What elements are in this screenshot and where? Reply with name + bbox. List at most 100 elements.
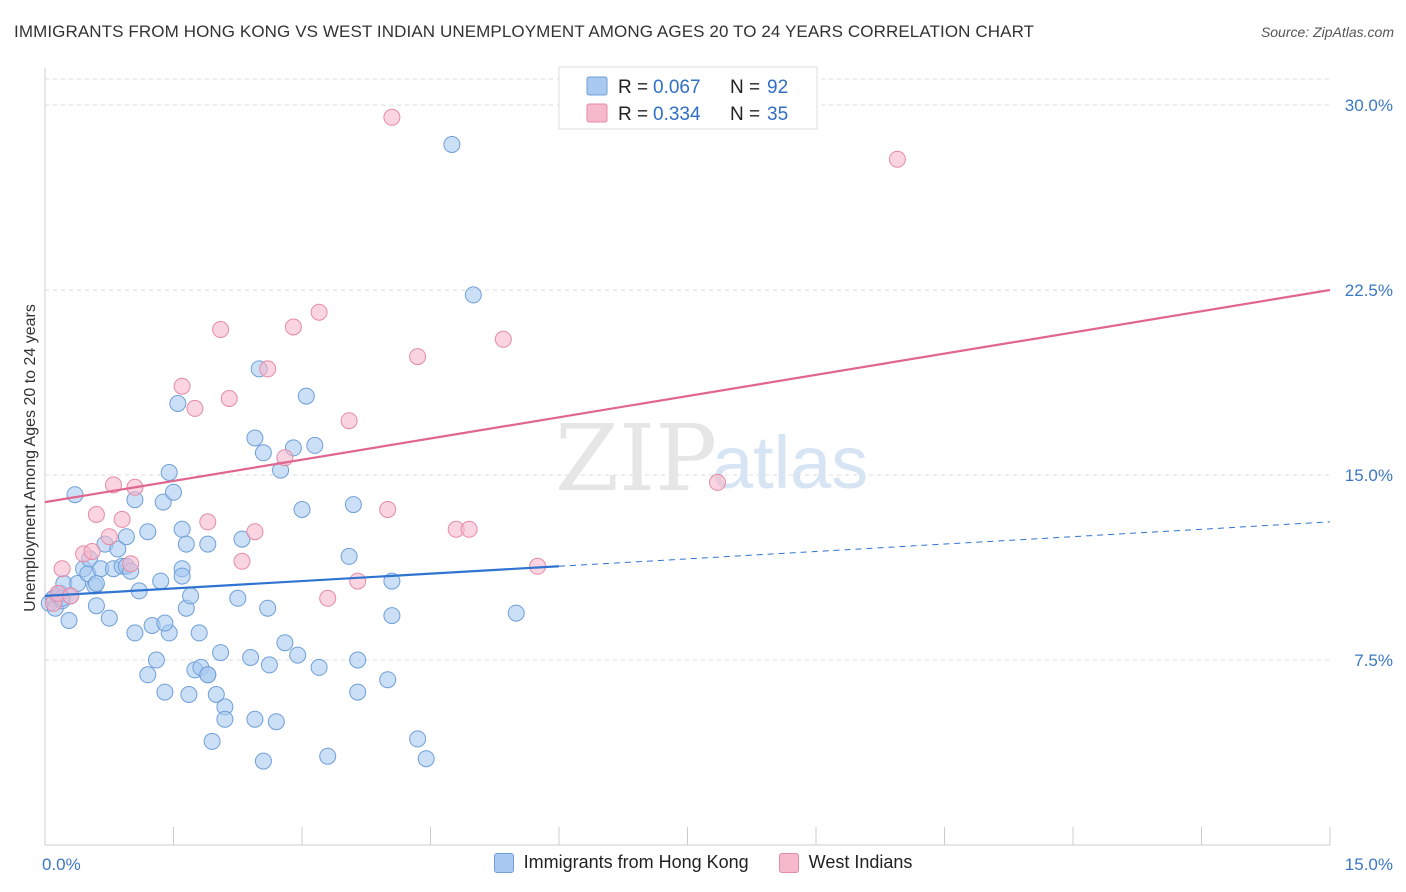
point-hong-kong-35 — [160, 464, 178, 481]
point-hong-kong-57 — [242, 649, 260, 666]
point-hong-kong-26 — [126, 624, 144, 642]
trend-line-hong-kong — [44, 565, 560, 597]
point-hong-kong-85 — [464, 286, 482, 304]
point-hong-kong-9 — [66, 486, 84, 504]
point-hong-kong-53 — [212, 644, 230, 662]
point-hong-kong-44 — [182, 587, 200, 605]
point-hong-kong-31 — [147, 651, 165, 669]
data-points — [40, 108, 906, 770]
bottom-legend: Immigrants from Hong Kong West Indians — [0, 852, 1406, 873]
point-hong-kong-58 — [246, 710, 264, 728]
point-hong-kong-82 — [409, 730, 427, 748]
y-tick-label-3: 30.0% — [1345, 96, 1393, 115]
y-tick-label-0: 7.5% — [1354, 651, 1393, 670]
point-hong-kong-64 — [260, 656, 278, 674]
point-west-indian-23 — [319, 589, 337, 607]
y-tick-label-2: 22.5% — [1345, 281, 1393, 300]
point-hong-kong-79 — [379, 671, 397, 689]
point-hong-kong-71 — [297, 387, 315, 405]
point-hong-kong-46 — [190, 624, 208, 642]
point-hong-kong-18 — [100, 609, 118, 627]
point-hong-kong-7 — [60, 612, 78, 629]
point-west-indian-25 — [349, 572, 367, 590]
point-hong-kong-38 — [169, 395, 187, 412]
legend-r-value-1: 0.067 — [653, 77, 701, 98]
legend-label-west-indians: West Indians — [808, 852, 913, 872]
point-west-indian-27 — [383, 108, 401, 126]
point-hong-kong-37 — [165, 483, 182, 501]
point-west-indian-31 — [494, 330, 512, 348]
legend-item-hong-kong: Immigrants from Hong Kong — [493, 852, 749, 873]
point-hong-kong-83 — [417, 750, 435, 768]
point-west-indian-3 — [62, 587, 80, 605]
watermark-zip: ZIP — [555, 405, 717, 512]
legend-r-value-2: 0.334 — [653, 104, 701, 125]
point-hong-kong-72 — [306, 436, 324, 454]
point-hong-kong-65 — [267, 713, 285, 731]
point-west-indian-9 — [113, 510, 131, 528]
point-hong-kong-15 — [87, 597, 105, 615]
point-hong-kong-55 — [216, 710, 234, 728]
point-west-indian-7 — [100, 528, 118, 546]
point-hong-kong-76 — [344, 496, 362, 514]
point-west-indian-28 — [409, 348, 427, 366]
trend-lines — [44, 288, 1331, 597]
point-west-indian-22 — [310, 303, 328, 321]
point-hong-kong-73 — [310, 658, 328, 676]
point-hong-kong-29 — [139, 523, 157, 541]
point-hong-kong-20 — [109, 540, 127, 558]
point-west-indian-33 — [709, 473, 726, 491]
y-axis-title: Unemployment Among Ages 20 to 24 years — [22, 304, 39, 612]
point-west-indian-10 — [122, 555, 140, 573]
point-west-indian-26 — [379, 501, 397, 518]
legend-r-label-1: R = — [618, 77, 648, 98]
point-west-indian-24 — [340, 412, 358, 430]
point-hong-kong-74 — [319, 747, 337, 765]
point-hong-kong-78 — [349, 651, 367, 669]
x-tick-label-1: 15.0% — [1345, 855, 1393, 874]
legend-item-west-indians: West Indians — [778, 852, 913, 873]
top-legend: R = 0.067 N = 92 R = 0.334 N = 35 — [558, 66, 818, 130]
chart-title: IMMIGRANTS FROM HONG KONG VS WEST INDIAN… — [14, 22, 1035, 41]
point-hong-kong-23 — [117, 528, 135, 546]
point-west-indian-30 — [460, 520, 478, 538]
point-west-indian-13 — [186, 399, 204, 417]
point-hong-kong-28 — [139, 666, 157, 684]
point-hong-kong-41 — [177, 535, 195, 553]
legend-n-label-2: N = — [730, 104, 760, 125]
point-hong-kong-33 — [154, 493, 172, 511]
point-hong-kong-90 — [233, 530, 251, 548]
point-hong-kong-62 — [254, 444, 272, 462]
point-west-indian-34 — [888, 150, 906, 168]
point-hong-kong-67 — [276, 634, 294, 652]
legend-label-hong-kong: Immigrants from Hong Kong — [523, 852, 749, 872]
watermark-atlas: atlas — [712, 421, 868, 504]
point-hong-kong-86 — [507, 604, 525, 622]
point-hong-kong-77 — [349, 683, 367, 701]
point-hong-kong-70 — [293, 501, 311, 518]
legend-swatch-blue — [586, 76, 608, 96]
point-west-indian-12 — [173, 377, 191, 395]
tick-labels: 7.5% 15.0% 22.5% 30.0% 0.0% 15.0% — [42, 96, 1393, 874]
point-west-indian-6 — [87, 506, 105, 523]
point-west-indian-18 — [246, 523, 264, 541]
point-west-indian-14 — [199, 513, 217, 531]
point-hong-kong-88 — [87, 575, 105, 592]
axes — [44, 68, 1331, 846]
trend-line-hong-kong-extension — [558, 521, 1331, 567]
point-hong-kong-40 — [173, 520, 191, 538]
point-hong-kong-56 — [229, 589, 247, 607]
point-west-indian-2 — [53, 560, 71, 578]
legend-n-value-1: 92 — [767, 77, 788, 98]
point-west-indian-8 — [105, 476, 122, 494]
legend-r-label-2: R = — [618, 104, 648, 125]
point-hong-kong-34 — [156, 683, 174, 701]
point-hong-kong-52 — [207, 686, 225, 703]
point-hong-kong-84 — [443, 136, 461, 153]
point-west-indian-19 — [259, 360, 277, 378]
watermark: ZIP atlas — [555, 405, 868, 512]
legend-swatch-pink — [586, 103, 608, 123]
point-west-indian-16 — [220, 390, 238, 407]
point-hong-kong-80 — [383, 607, 401, 625]
